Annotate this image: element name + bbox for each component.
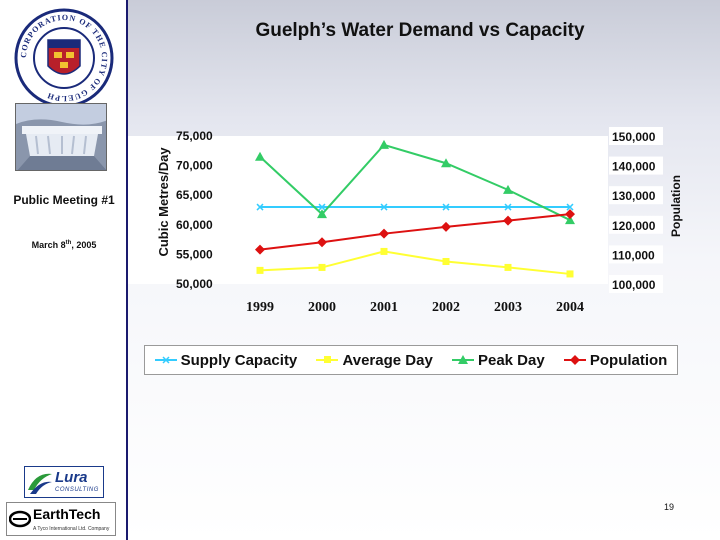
y-tick-label: 75,000 — [176, 129, 213, 143]
data-point-population — [441, 221, 451, 232]
y-tick-label: 60,000 — [176, 218, 213, 232]
y-tick-label: 65,000 — [176, 188, 213, 202]
page-title: Guelph’s Water Demand vs Capacity — [255, 20, 585, 41]
y2-tick-label: 120,000 — [612, 219, 656, 233]
data-point-population — [317, 237, 327, 248]
y2-tick-label: 150,000 — [612, 130, 656, 144]
y2-tick-box — [609, 156, 663, 175]
sidebar: CORPORATION OF THE CITY OF GUELPH Public… — [0, 0, 128, 540]
x-tick-label: 2002 — [432, 300, 460, 315]
data-point-population — [565, 209, 575, 220]
y-tick-label: 50,000 — [176, 277, 213, 291]
lura-swoosh-icon — [28, 473, 52, 494]
lura-logo: Lura CONSULTING — [24, 466, 104, 498]
data-point-peak-day — [503, 184, 513, 194]
series-line-peak-day — [259, 143, 571, 221]
y-tick-label: 70,000 — [176, 159, 213, 173]
data-point-peak-day — [441, 158, 451, 168]
y2-tick-box — [609, 186, 663, 205]
x-tick-label: 1999 — [246, 300, 274, 315]
y-axis-label: Cubic Metres/Day — [156, 147, 171, 257]
y2-tick-label: 110,000 — [612, 248, 655, 262]
y2-axis-label: Population — [669, 175, 683, 237]
data-point-peak-day — [379, 139, 389, 149]
y2-tick-label: 100,000 — [612, 278, 656, 292]
legend-supply: Supply Capacity — [154, 352, 297, 369]
city-seal-logo: CORPORATION OF THE CITY OF GUELPH — [14, 8, 114, 108]
series-line-average-day — [259, 250, 571, 275]
data-point-peak-day — [565, 215, 575, 225]
data-point-population — [255, 244, 265, 255]
legend-peak: Peak Day — [451, 352, 545, 369]
y2-tick-label: 130,000 — [612, 189, 656, 203]
meeting-label: Public Meeting #1 — [13, 193, 115, 207]
y2-tick-label: 140,000 — [612, 160, 656, 174]
meeting-date: March 8th, 2005 — [31, 240, 97, 250]
data-point-supply-capacity — [566, 203, 574, 211]
y2-tick-box — [609, 275, 663, 293]
x-tick-label: 2001 — [370, 300, 398, 315]
line-chart: 50,000 55,000 60,000 65,000 70,000 75,000 100… — [128, 127, 683, 315]
data-point-peak-day — [255, 151, 265, 161]
data-point-average-day — [442, 258, 450, 266]
data-point-supply-capacity — [380, 203, 388, 211]
data-point-supply-capacity — [318, 203, 326, 211]
data-point-supply-capacity — [442, 203, 450, 211]
legend-average: Average Day — [316, 352, 433, 369]
x-tick-label: 2003 — [494, 300, 522, 315]
data-point-supply-capacity — [504, 203, 512, 211]
page-number: 19 — [664, 502, 675, 512]
y2-tick-box — [609, 215, 663, 234]
data-point-average-day — [504, 263, 512, 271]
data-point-average-day — [256, 266, 264, 274]
data-point-average-day — [380, 247, 388, 255]
series-line-population — [259, 213, 571, 251]
y-tick-label: 55,000 — [176, 247, 213, 261]
data-point-peak-day — [317, 209, 327, 219]
earthtech-globe-icon — [9, 510, 31, 528]
x-tick-label: 2000 — [308, 300, 336, 315]
falls-photo — [15, 103, 107, 171]
data-point-supply-capacity — [256, 203, 264, 211]
y2-tick-box — [609, 127, 663, 145]
data-point-population — [503, 215, 513, 226]
x-tick-label: 2004 — [556, 300, 584, 315]
data-point-average-day — [566, 270, 574, 278]
plot-area — [128, 136, 608, 284]
y2-tick-box — [609, 245, 663, 264]
chart-legend: Supply Capacity Average Day Peak Day Pop… — [144, 345, 678, 375]
data-point-population — [379, 228, 389, 239]
legend-population: Population — [563, 352, 667, 369]
data-point-average-day — [318, 263, 326, 271]
earthtech-logo: EarthTech A Tyco International Ltd. Comp… — [6, 502, 116, 536]
